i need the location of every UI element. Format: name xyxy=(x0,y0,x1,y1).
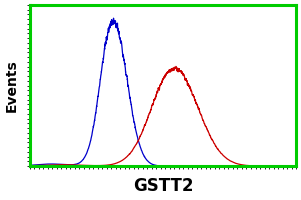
Y-axis label: Events: Events xyxy=(5,59,19,112)
X-axis label: GSTT2: GSTT2 xyxy=(133,177,193,195)
